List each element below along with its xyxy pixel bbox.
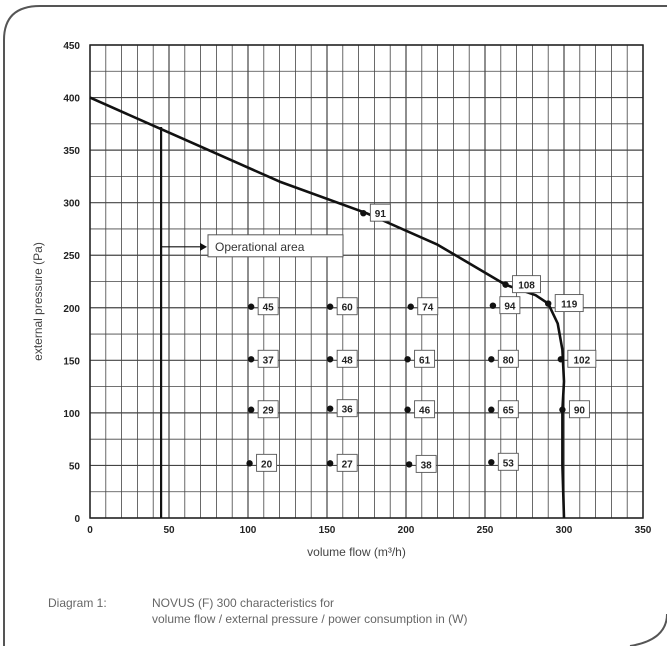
- caption-line-1: NOVUS (F) 300 characteristics for: [152, 596, 335, 610]
- data-label: 108: [518, 281, 535, 292]
- y-tick-label: 100: [63, 409, 80, 420]
- data-point: [247, 406, 255, 413]
- operational-area-label: Operational area: [215, 240, 305, 254]
- axis-ticks: 0 50 100 150 200 250 300 350 0 50 100 150 200 250 300 3…: [63, 41, 651, 536]
- y-axis-label: external pressure (Pa): [31, 242, 45, 361]
- data-point: [246, 460, 253, 467]
- data-label: 61: [419, 355, 431, 366]
- data-point: [545, 300, 552, 307]
- x-axis-label: volume flow (m³/h): [307, 545, 406, 559]
- data-point: [488, 356, 495, 363]
- data-label-box: [497, 400, 519, 419]
- data-point: [405, 461, 413, 468]
- data-point: [404, 356, 411, 363]
- caption-number: Diagram 1:: [48, 596, 107, 610]
- y-tick-label: 0: [74, 514, 80, 525]
- data-point: [326, 460, 334, 467]
- data-label-box: [336, 349, 358, 368]
- annotation-box: [207, 234, 344, 258]
- data-label: 119: [561, 300, 578, 311]
- data-label-box: [336, 453, 358, 472]
- x-tick-label: 250: [477, 525, 494, 536]
- data-label-box: [417, 297, 439, 316]
- data-point: [247, 303, 255, 310]
- data-label: 91: [375, 209, 387, 220]
- plot-border: [89, 44, 644, 519]
- data-point: [360, 209, 367, 217]
- data-label-box: [414, 400, 436, 419]
- data-point: [488, 406, 495, 413]
- data-label-box: [497, 452, 519, 471]
- data-label-box: [257, 297, 279, 316]
- data-point: [407, 303, 414, 310]
- data-point: [559, 406, 566, 413]
- data-label-box: [567, 349, 597, 368]
- data-label: 20: [261, 459, 273, 470]
- data-label-box: [336, 399, 358, 418]
- x-tick-label: 350: [635, 525, 652, 536]
- data-label-box: [257, 349, 279, 368]
- data-label-box: [554, 294, 584, 313]
- data-point: [488, 459, 495, 466]
- data-point: [326, 303, 334, 310]
- data-label-box: [256, 453, 278, 472]
- data-label-box: [415, 454, 437, 473]
- data-label: 94: [504, 302, 516, 313]
- y-tick-label: 50: [69, 461, 81, 472]
- y-tick-label: 450: [63, 41, 80, 52]
- data-point: [489, 302, 497, 309]
- data-label-box: [497, 349, 519, 368]
- data-point: [326, 405, 334, 412]
- data-label: 102: [573, 355, 590, 366]
- y-tick-label: 200: [63, 304, 80, 315]
- data-points: 91 108 119 102 90 45 60 74 94 37 48 61 80 29 36 46 65 20 2…: [246, 203, 597, 473]
- data-label-box: [257, 400, 279, 419]
- y-tick-label: 400: [63, 94, 80, 105]
- data-label-box: [568, 400, 590, 419]
- data-label: 38: [421, 460, 433, 471]
- y-tick-label: 150: [63, 356, 80, 367]
- x-tick-label: 150: [319, 525, 336, 536]
- data-label-box: [336, 297, 358, 316]
- series-line: [89, 96, 566, 519]
- data-label: 60: [342, 303, 354, 314]
- annotation-arrow-head: [200, 242, 207, 251]
- data-label: 46: [419, 406, 431, 417]
- data-label: 45: [263, 303, 275, 314]
- caption-line-2: volume flow / external pressure / power …: [152, 612, 468, 626]
- data-label: 90: [574, 406, 586, 417]
- data-point: [557, 356, 565, 363]
- operational-area: Operational area: [160, 126, 344, 518]
- data-label: 37: [263, 355, 275, 366]
- data-label-box: [369, 203, 391, 222]
- data-label: 80: [503, 355, 515, 366]
- data-point: [247, 356, 255, 363]
- data-label-box: [512, 275, 541, 294]
- y-tick-label: 300: [63, 199, 80, 210]
- data-label: 36: [342, 405, 354, 416]
- y-tick-label: 250: [63, 251, 80, 262]
- x-tick-label: 100: [240, 525, 257, 536]
- characteristic-curve: [89, 96, 566, 519]
- data-label: 27: [342, 459, 354, 470]
- data-point: [404, 406, 411, 413]
- data-point: [502, 281, 509, 288]
- x-tick-label: 0: [87, 525, 93, 536]
- data-label-box: [414, 349, 436, 368]
- x-tick-label: 300: [556, 525, 573, 536]
- chart-grid: [89, 44, 644, 519]
- data-label: 48: [342, 355, 354, 366]
- y-tick-label: 350: [63, 146, 80, 157]
- x-tick-label: 50: [163, 525, 175, 536]
- x-tick-label: 200: [398, 525, 415, 536]
- data-label-box: [499, 296, 521, 315]
- data-label: 65: [503, 406, 515, 417]
- data-point: [326, 356, 334, 363]
- data-label: 74: [422, 303, 434, 314]
- data-label: 53: [503, 458, 515, 469]
- data-label: 29: [263, 406, 275, 417]
